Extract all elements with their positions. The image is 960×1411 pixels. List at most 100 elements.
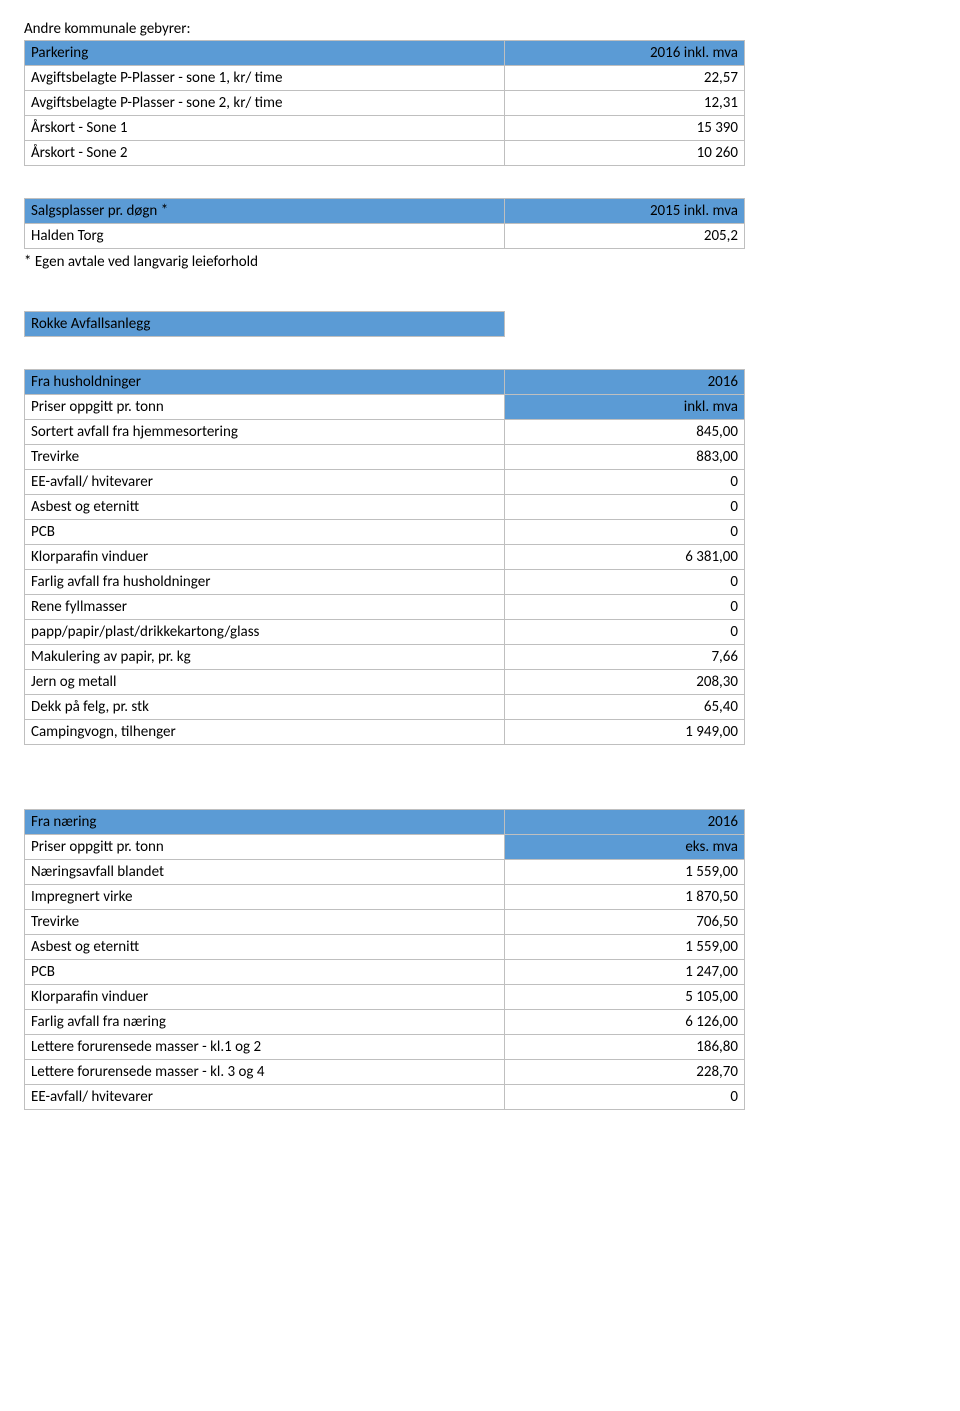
row-label: PCB	[25, 520, 505, 545]
row-value: 186,80	[505, 1035, 745, 1060]
table-row: Rene fyllmasser0	[25, 595, 745, 620]
table-row: Impregnert virke1 870,50	[25, 885, 745, 910]
row-label: Dekk på felg, pr. stk	[25, 695, 505, 720]
row-label: Rene fyllmasser	[25, 595, 505, 620]
rokke-title: Rokke Avfallsanlegg	[25, 312, 505, 337]
row-label: Avgiftsbelagte P-Plasser - sone 1, kr/ t…	[25, 66, 505, 91]
row-value: 706,50	[505, 910, 745, 935]
table-row: Dekk på felg, pr. stk65,40	[25, 695, 745, 720]
row-value: 1 949,00	[505, 720, 745, 745]
table-row: Campingvogn, tilhenger1 949,00	[25, 720, 745, 745]
naering-sub-label: Priser oppgitt pr. tonn	[25, 835, 505, 860]
row-label: Makulering av papir, pr. kg	[25, 645, 505, 670]
row-label: Asbest og eternitt	[25, 935, 505, 960]
row-label: Jern og metall	[25, 670, 505, 695]
table-row: PCB1 247,00	[25, 960, 745, 985]
row-value: 0	[505, 1085, 745, 1110]
row-value: 0	[505, 495, 745, 520]
table-row: Halden Torg205,2	[25, 224, 745, 249]
row-label: Asbest og eternitt	[25, 495, 505, 520]
table-row: Asbest og eternitt1 559,00	[25, 935, 745, 960]
row-value: 65,40	[505, 695, 745, 720]
table-row: Farlig avfall fra husholdninger0	[25, 570, 745, 595]
row-label: Trevirke	[25, 910, 505, 935]
row-value: 5 105,00	[505, 985, 745, 1010]
row-label: Halden Torg	[25, 224, 505, 249]
table-row: Klorparafin vinduer5 105,00	[25, 985, 745, 1010]
row-value: 22,57	[505, 66, 745, 91]
parkering-header-value: 2016 inkl. mva	[505, 41, 745, 66]
table-row: Trevirke706,50	[25, 910, 745, 935]
page-title: Andre kommunale gebyrer:	[24, 20, 936, 38]
row-value: 10 260	[505, 141, 745, 166]
salgsplasser-table: Salgsplasser pr. døgn * 2015 inkl. mva H…	[24, 198, 745, 249]
row-value: 883,00	[505, 445, 745, 470]
row-label: Lettere forurensede masser - kl. 3 og 4	[25, 1060, 505, 1085]
row-value: 0	[505, 470, 745, 495]
table-row: Lettere forurensede masser - kl.1 og 218…	[25, 1035, 745, 1060]
table-row: EE-avfall/ hvitevarer0	[25, 470, 745, 495]
row-label: Trevirke	[25, 445, 505, 470]
row-value: 7,66	[505, 645, 745, 670]
table-row: papp/papir/plast/drikkekartong/glass0	[25, 620, 745, 645]
table-row: Lettere forurensede masser - kl. 3 og 42…	[25, 1060, 745, 1085]
row-label: Farlig avfall fra næring	[25, 1010, 505, 1035]
row-value: 0	[505, 595, 745, 620]
table-row: Farlig avfall fra næring6 126,00	[25, 1010, 745, 1035]
row-label: Farlig avfall fra husholdninger	[25, 570, 505, 595]
salgsplasser-header-value: 2015 inkl. mva	[505, 199, 745, 224]
row-label: Sortert avfall fra hjemmesortering	[25, 420, 505, 445]
row-label: Lettere forurensede masser - kl.1 og 2	[25, 1035, 505, 1060]
row-value: 845,00	[505, 420, 745, 445]
row-label: papp/papir/plast/drikkekartong/glass	[25, 620, 505, 645]
rokke-title-table: Rokke Avfallsanlegg	[24, 311, 505, 337]
husholdninger-sub-value: inkl. mva	[505, 395, 745, 420]
naering-table: Fra næring 2016 Priser oppgitt pr. tonn …	[24, 809, 745, 1110]
row-label: Avgiftsbelagte P-Plasser - sone 2, kr/ t…	[25, 91, 505, 116]
row-value: 1 559,00	[505, 860, 745, 885]
row-label: Klorparafin vinduer	[25, 985, 505, 1010]
row-value: 1 247,00	[505, 960, 745, 985]
table-row: Årskort - Sone 210 260	[25, 141, 745, 166]
table-row: PCB0	[25, 520, 745, 545]
table-row: Næringsavfall blandet1 559,00	[25, 860, 745, 885]
row-value: 1 559,00	[505, 935, 745, 960]
husholdninger-header-value: 2016	[505, 370, 745, 395]
row-value: 6 126,00	[505, 1010, 745, 1035]
row-value: 15 390	[505, 116, 745, 141]
row-label: Årskort - Sone 1	[25, 116, 505, 141]
husholdninger-sub-label: Priser oppgitt pr. tonn	[25, 395, 505, 420]
table-row: Klorparafin vinduer6 381,00	[25, 545, 745, 570]
row-value: 205,2	[505, 224, 745, 249]
row-value: 12,31	[505, 91, 745, 116]
table-row: Avgiftsbelagte P-Plasser - sone 2, kr/ t…	[25, 91, 745, 116]
row-value: 0	[505, 570, 745, 595]
row-label: Campingvogn, tilhenger	[25, 720, 505, 745]
table-row: Sortert avfall fra hjemmesortering845,00	[25, 420, 745, 445]
husholdninger-table: Fra husholdninger 2016 Priser oppgitt pr…	[24, 369, 745, 745]
row-label: Klorparafin vinduer	[25, 545, 505, 570]
row-value: 0	[505, 620, 745, 645]
row-value: 1 870,50	[505, 885, 745, 910]
parkering-header-label: Parkering	[25, 41, 505, 66]
parkering-table: Parkering 2016 inkl. mva Avgiftsbelagte …	[24, 40, 745, 166]
husholdninger-header-label: Fra husholdninger	[25, 370, 505, 395]
row-value: 208,30	[505, 670, 745, 695]
table-row: Trevirke883,00	[25, 445, 745, 470]
naering-header-label: Fra næring	[25, 810, 505, 835]
row-label: Næringsavfall blandet	[25, 860, 505, 885]
row-label: EE-avfall/ hvitevarer	[25, 1085, 505, 1110]
row-label: Impregnert virke	[25, 885, 505, 910]
row-label: EE-avfall/ hvitevarer	[25, 470, 505, 495]
table-row: Asbest og eternitt0	[25, 495, 745, 520]
table-row: Årskort - Sone 115 390	[25, 116, 745, 141]
table-row: Jern og metall208,30	[25, 670, 745, 695]
row-value: 6 381,00	[505, 545, 745, 570]
table-row: Avgiftsbelagte P-Plasser - sone 1, kr/ t…	[25, 66, 745, 91]
row-label: PCB	[25, 960, 505, 985]
naering-header-value: 2016	[505, 810, 745, 835]
salgsplasser-header-label: Salgsplasser pr. døgn *	[25, 199, 505, 224]
row-value: 228,70	[505, 1060, 745, 1085]
row-value: 0	[505, 520, 745, 545]
row-label: Årskort - Sone 2	[25, 141, 505, 166]
